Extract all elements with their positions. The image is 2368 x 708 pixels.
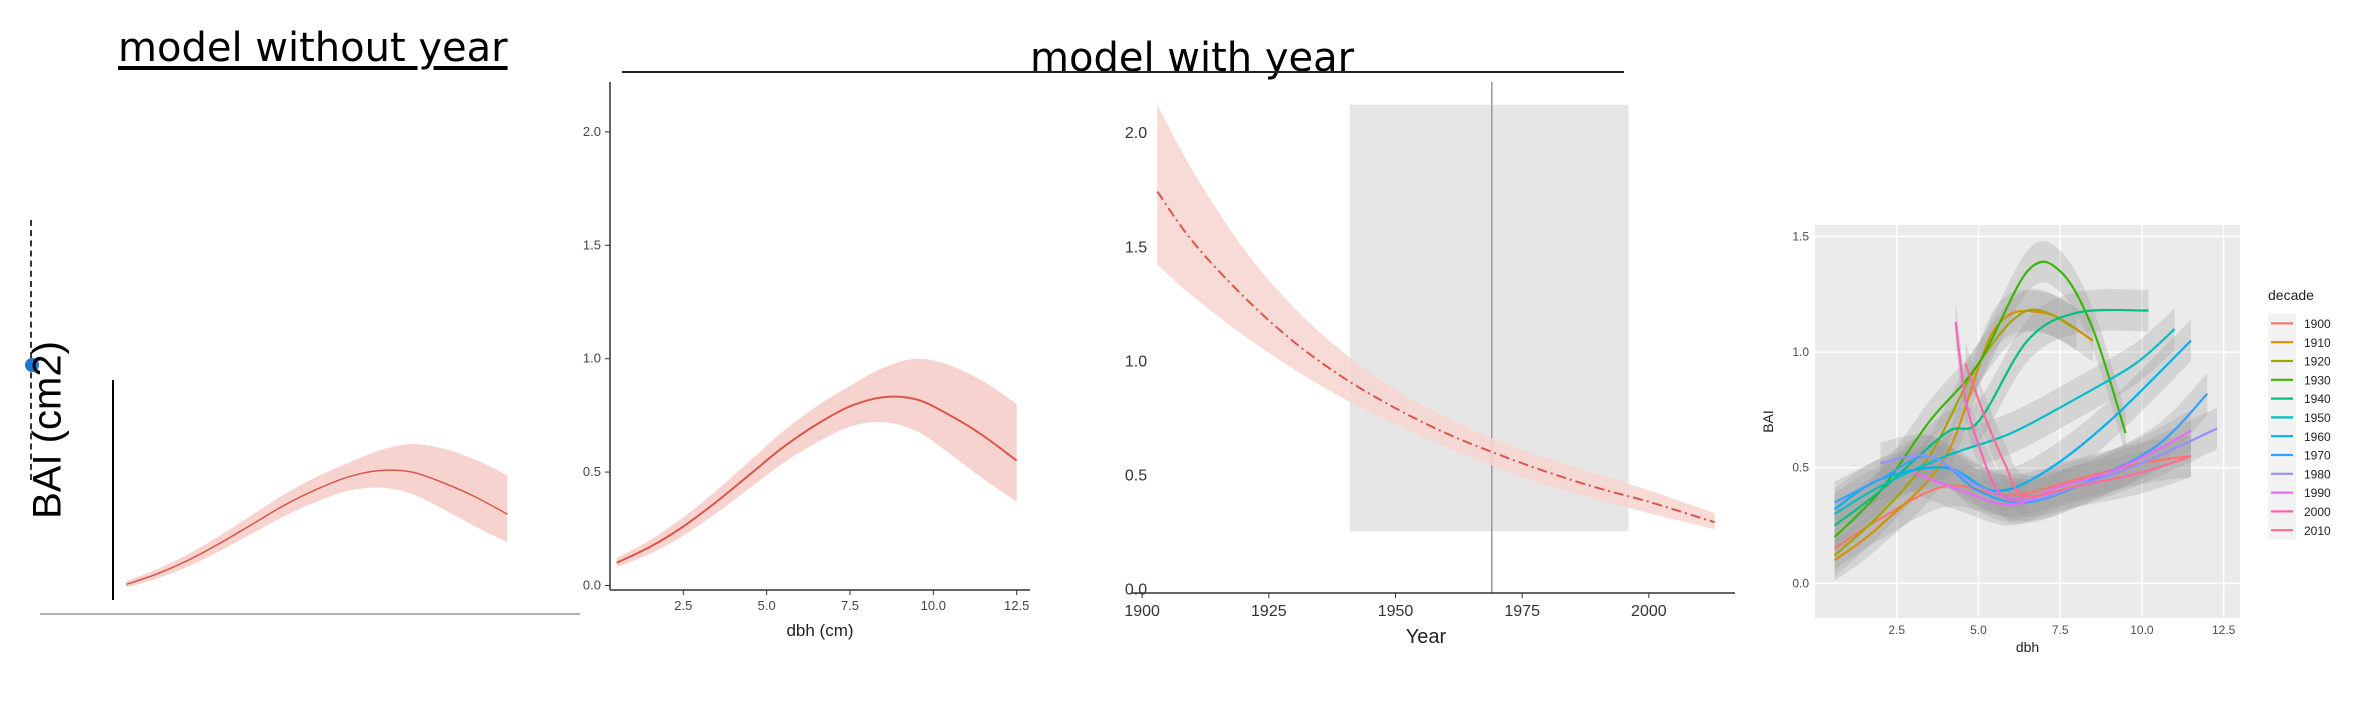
year-y-tick-label: 0.0 — [1125, 581, 1147, 598]
decade-smooth-line — [1833, 308, 2077, 557]
decade-legend-label: 1990 — [2304, 486, 2331, 500]
decade-legend-label: 1940 — [2304, 392, 2331, 406]
decade-y-tick-label: 0.0 — [1792, 576, 1809, 590]
decade-legend-label: 1950 — [2304, 411, 2331, 425]
decade-smooth-line — [1833, 309, 2094, 562]
decade-legend-label: 2010 — [2304, 524, 2331, 538]
decade-legend-label: 1910 — [2304, 336, 2331, 350]
year-confidence-ribbon — [1157, 104, 1715, 530]
panel-decade-smooths: 0.0 0.5 1.0 1.5 2.5 5.0 7.5 10.0 12.5 dbh BAI decad… — [1760, 225, 2331, 655]
decade-legend-label: 1960 — [2304, 430, 2331, 444]
decade-legend-label: 1900 — [2304, 317, 2331, 331]
panel-year-effect: 1900 1925 1950 1975 2000 0.0 0.5 1.0 1.5 2.0 Year — [1124, 82, 1735, 648]
heading-model-with-year: model with year — [1030, 35, 1355, 81]
decade-legend-label: 2000 — [2304, 505, 2331, 519]
heading-model-without-year: model without year — [118, 25, 508, 71]
dbh-y-tick-label: 1.0 — [583, 351, 601, 366]
dbh-y-tick-label: 0.0 — [583, 577, 601, 592]
decade-legend-label: 1980 — [2304, 467, 2331, 481]
year-y-tick-label: 1.5 — [1125, 239, 1147, 256]
dbh-x-tick-label: 12.5 — [1004, 598, 1029, 613]
decade-panel-background — [1815, 225, 2240, 618]
year-x-tick-label: 1975 — [1504, 603, 1540, 620]
year-x-axis-label: Year — [1406, 626, 1447, 648]
dbh-x-tick-label: 2.5 — [674, 598, 692, 613]
dbh-x-axis-label: dbh (cm) — [786, 621, 853, 640]
decade-y-axis-label: BAI — [1760, 410, 1776, 433]
faded-confidence-ribbon — [126, 443, 508, 588]
decade-smooth-band — [1913, 409, 2191, 526]
decade-legend-title: decade — [2268, 287, 2314, 303]
decade-x-tick-label: 12.5 — [2212, 623, 2236, 637]
decade-x-tick-label: 5.0 — [1970, 623, 1987, 637]
year-effect-line — [1156, 190, 1715, 524]
dbh-y-tick-label: 0.5 — [583, 464, 601, 479]
dbh-confidence-ribbon — [616, 358, 1017, 568]
dbh-y-tick-label: 2.0 — [583, 124, 601, 139]
year-x-tick-label: 1950 — [1378, 603, 1414, 620]
decade-x-tick-label: 10.0 — [2130, 623, 2154, 637]
dashed-guide — [30, 220, 32, 480]
decade-legend-label: 1970 — [2304, 449, 2331, 463]
decade-y-tick-label: 1.0 — [1792, 345, 1809, 359]
decade-smooth-band — [1834, 288, 2077, 577]
faded-effect-line — [126, 469, 508, 586]
dbh-effect-line — [616, 395, 1018, 564]
year-y-tick-label: 1.0 — [1125, 353, 1147, 370]
blue-dot-marker — [25, 358, 39, 372]
decade-smooth-band — [1834, 289, 2149, 547]
dbh-x-tick-label: 7.5 — [841, 598, 859, 613]
dbh-y-tick-label: 1.5 — [583, 237, 601, 252]
top-rule — [622, 71, 1624, 73]
decade-smooth-line — [1834, 393, 2209, 504]
year-x-tick-label: 1900 — [1124, 603, 1160, 620]
decade-y-tick-label: 1.5 — [1792, 230, 1809, 244]
year-y-tick-label: 2.0 — [1125, 125, 1147, 142]
year-x-tick-label: 1925 — [1251, 603, 1287, 620]
year-y-tick-label: 0.5 — [1125, 467, 1147, 484]
decade-smooth-line — [1964, 363, 2192, 498]
decade-y-tick-label: 0.5 — [1792, 461, 1809, 475]
panel-dbh-faded — [40, 380, 580, 615]
decade-smooth-line — [1912, 429, 2192, 506]
year-x-tick-label: 2000 — [1631, 603, 1667, 620]
decade-smooth-band — [1834, 240, 2126, 558]
decade-smooth-band — [1834, 373, 2208, 524]
dbh-x-tick-label: 10.0 — [921, 598, 946, 613]
decade-smooth-line — [1954, 321, 2028, 502]
decade-smooth-band — [1834, 308, 2175, 535]
decade-x-tick-label: 7.5 — [2052, 623, 2069, 637]
shaded-period-region — [1349, 104, 1629, 532]
decade-smooth-line — [1834, 328, 2176, 515]
dbh-x-tick-label: 5.0 — [758, 598, 776, 613]
decade-x-axis-label: dbh — [2016, 639, 2039, 655]
panel-dbh-effect: 2.5 5.0 7.5 10.0 12.5 0.0 0.5 1.0 1.5 2.0 dbh (cm) — [583, 82, 1030, 640]
decade-legend-label: 1930 — [2304, 373, 2331, 387]
decade-smooth-line — [1833, 308, 2149, 527]
decade-legend-label: 1920 — [2304, 355, 2331, 369]
decade-x-tick-label: 2.5 — [1888, 623, 1905, 637]
